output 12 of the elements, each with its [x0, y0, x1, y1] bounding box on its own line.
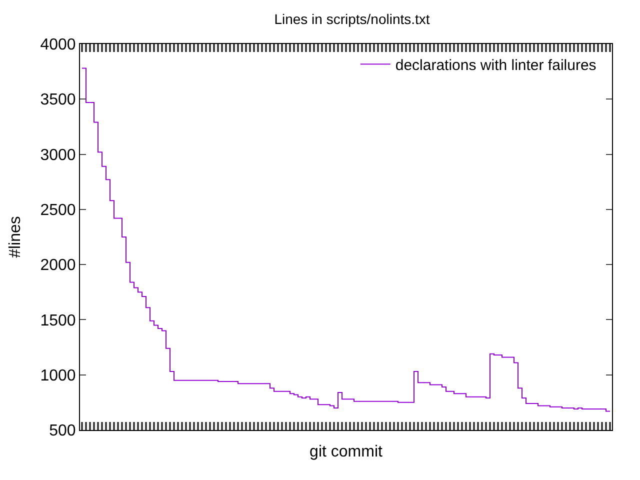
chart-title: Lines in scripts/nolints.txt — [274, 11, 430, 28]
y-tick-label: 3500 — [40, 92, 76, 109]
x-axis-title: git commit — [310, 444, 383, 461]
legend-label: declarations with linter failures — [395, 56, 596, 74]
y-tick-label: 3000 — [40, 146, 76, 164]
y-tick-label: 500 — [49, 422, 76, 440]
y-tick-label: 1000 — [40, 367, 76, 384]
y-tick-label: 2000 — [40, 257, 76, 274]
y-tick-label: 4000 — [40, 36, 76, 54]
y-tick-label: 1500 — [40, 312, 76, 330]
y-axis-title: #lines — [7, 216, 24, 258]
y-tick-label: 2500 — [40, 202, 76, 220]
